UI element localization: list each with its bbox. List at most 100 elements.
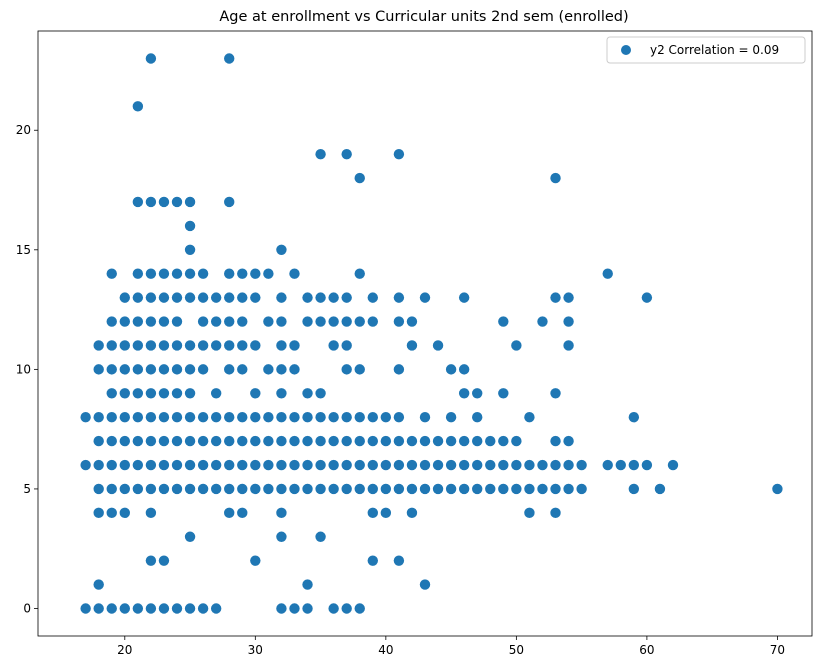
scatter-point <box>354 316 365 327</box>
scatter-point <box>302 603 313 614</box>
scatter-point <box>341 316 352 327</box>
scatter-point <box>302 459 313 471</box>
scatter-point <box>445 364 457 375</box>
scatter-point <box>432 340 444 351</box>
scatter-point <box>354 364 365 375</box>
scatter-point <box>563 459 574 471</box>
scatter-point <box>354 411 365 423</box>
scatter-point <box>197 292 209 303</box>
scatter-point <box>550 388 561 399</box>
x-tick-label: 40 <box>378 643 393 657</box>
legend-marker <box>621 45 631 55</box>
scatter-point <box>393 555 405 566</box>
scatter-point <box>341 364 352 375</box>
scatter-point <box>158 268 170 279</box>
scatter-point <box>224 196 235 208</box>
scatter-point <box>458 388 470 399</box>
scatter-point <box>393 292 405 303</box>
scatter-point <box>485 459 496 471</box>
legend-label: y2 Correlation = 0.09 <box>650 43 779 57</box>
scatter-point <box>276 483 287 495</box>
scatter-point <box>171 435 183 447</box>
scatter-point <box>80 603 91 614</box>
scatter-point <box>276 364 287 375</box>
scatter-point <box>132 411 144 423</box>
scatter-point <box>263 459 274 471</box>
scatter-point <box>263 268 274 279</box>
scatter-point <box>315 435 326 447</box>
scatter-point <box>145 53 157 64</box>
scatter-point <box>250 411 261 423</box>
scatter-point <box>511 483 522 495</box>
scatter-point <box>93 411 104 423</box>
scatter-point <box>184 340 196 351</box>
scatter-point <box>367 507 378 519</box>
scatter-point <box>445 411 457 423</box>
scatter-point <box>106 435 117 447</box>
scatter-point <box>224 53 235 64</box>
scatter-point <box>224 435 235 447</box>
scatter-point <box>550 292 561 303</box>
scatter-point <box>184 220 196 232</box>
scatter-point <box>341 435 352 447</box>
scatter-point <box>772 483 783 495</box>
scatter-point <box>550 435 561 447</box>
scatter-point <box>667 459 679 471</box>
scatter-point <box>445 435 457 447</box>
scatter-point <box>224 411 235 423</box>
scatter-point <box>289 459 300 471</box>
scatter-point <box>419 483 431 495</box>
scatter-point <box>354 483 365 495</box>
scatter-point <box>289 483 300 495</box>
scatter-point <box>576 459 587 471</box>
scatter-point <box>628 411 640 423</box>
scatter-point <box>119 435 130 447</box>
scatter-point <box>563 316 574 327</box>
scatter-point <box>302 316 313 327</box>
scatter-point <box>184 364 196 375</box>
scatter-point <box>354 172 365 184</box>
scatter-point <box>367 292 378 303</box>
scatter-point <box>93 603 104 614</box>
scatter-point <box>393 364 405 375</box>
scatter-point <box>524 411 535 423</box>
scatter-point <box>328 603 339 614</box>
scatter-point <box>315 148 326 160</box>
scatter-point <box>472 388 483 399</box>
scatter-point <box>197 316 209 327</box>
scatter-point <box>145 196 157 208</box>
scatter-point <box>210 603 222 614</box>
legend-box <box>606 36 806 64</box>
scatter-point <box>511 340 522 351</box>
scatter-point <box>380 483 392 495</box>
scatter-point <box>184 268 196 279</box>
scatter-point <box>132 340 144 351</box>
scatter-point <box>276 531 287 542</box>
scatter-point <box>432 483 444 495</box>
scatter-point <box>393 411 405 423</box>
scatter-point <box>158 340 170 351</box>
x-tick-label: 70 <box>770 643 785 657</box>
scatter-point <box>289 340 300 351</box>
scatter-point <box>406 507 418 519</box>
scatter-point <box>197 364 209 375</box>
scatter-point <box>80 459 91 471</box>
scatter-point <box>250 435 261 447</box>
x-tick-label: 20 <box>117 643 132 657</box>
scatter-point <box>237 292 248 303</box>
scatter-point <box>119 316 130 327</box>
y-tick-label: 15 <box>16 243 31 257</box>
scatter-point <box>458 292 470 303</box>
scatter-point <box>380 435 392 447</box>
scatter-point <box>119 364 130 375</box>
scatter-point <box>628 459 640 471</box>
scatter-point <box>184 196 196 208</box>
scatter-point <box>263 483 274 495</box>
scatter-point <box>106 459 117 471</box>
scatter-point <box>341 603 352 614</box>
scatter-point <box>224 483 235 495</box>
scatter-point <box>184 388 196 399</box>
scatter-point <box>419 579 431 590</box>
scatter-point <box>119 483 130 495</box>
